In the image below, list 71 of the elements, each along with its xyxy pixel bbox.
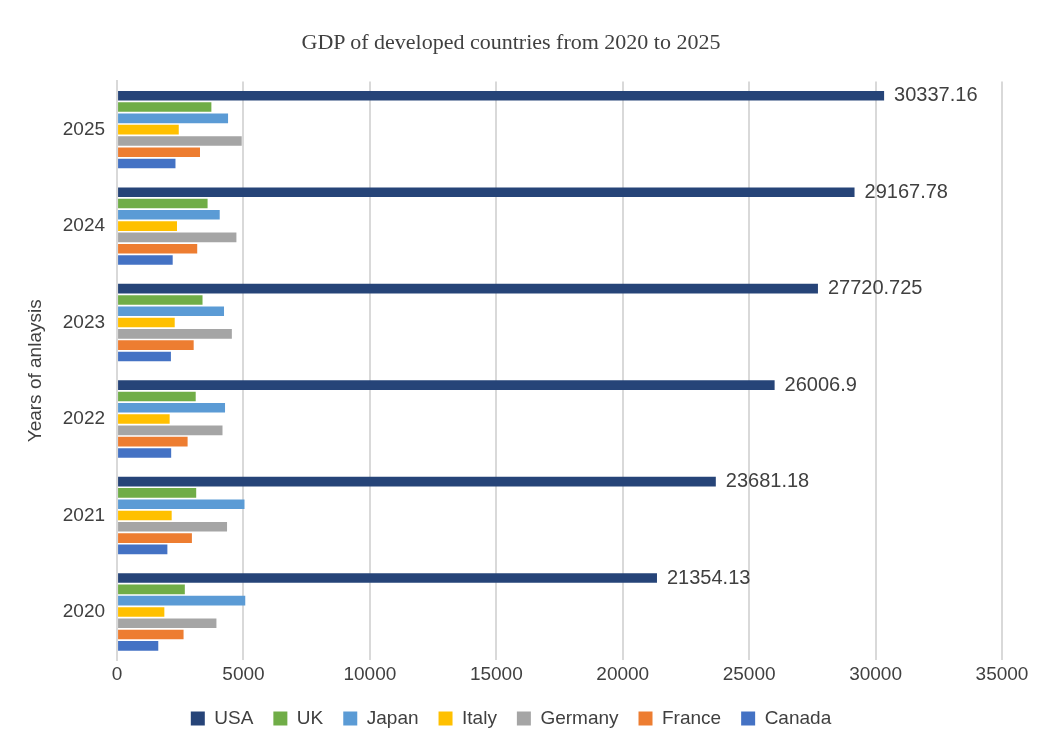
bar — [118, 283, 818, 294]
bar — [118, 351, 171, 362]
bar — [118, 436, 188, 447]
bar — [118, 221, 177, 231]
data-label: 21354.13 — [666, 565, 751, 588]
bar — [118, 488, 197, 498]
y-tick-label: 2024 — [62, 214, 106, 236]
x-tick-label: 0 — [111, 662, 123, 684]
bar — [118, 533, 192, 543]
bar — [118, 329, 232, 339]
x-tick-label: 15000 — [469, 662, 523, 684]
bar — [118, 629, 184, 640]
bar — [118, 618, 217, 629]
data-label: 26006.9 — [784, 372, 857, 395]
x-tick-label: 25000 — [722, 662, 776, 684]
bar — [118, 510, 172, 521]
bar — [118, 584, 185, 595]
bar — [118, 476, 716, 487]
data-label: 23681.18 — [725, 469, 810, 492]
legend-label: France — [662, 706, 722, 728]
bar — [118, 198, 208, 209]
bar — [118, 147, 200, 158]
legend-label: USA — [214, 706, 254, 728]
x-tick-label: 5000 — [222, 662, 265, 684]
bar — [118, 544, 168, 555]
bar — [118, 317, 175, 328]
bar — [118, 391, 196, 402]
x-tick-label: 10000 — [343, 662, 397, 684]
bar — [118, 499, 245, 509]
x-tick-label: 35000 — [975, 662, 1029, 684]
bar — [118, 136, 242, 146]
legend-label: Germany — [540, 706, 620, 728]
bar — [118, 113, 229, 124]
bar — [118, 448, 172, 458]
bar — [118, 595, 246, 606]
y-axis-title: Years of anlaysis — [23, 299, 45, 443]
bar — [118, 210, 220, 220]
y-tick-label: 2022 — [62, 407, 106, 429]
data-label: 27720.725 — [827, 276, 923, 299]
bar — [118, 306, 225, 317]
chart-title: GDP of developed countries from 2020 to 2025 — [301, 28, 721, 54]
bar — [118, 124, 179, 135]
bar — [118, 340, 194, 350]
y-tick-label: 2025 — [62, 117, 106, 139]
bar — [118, 425, 223, 436]
legend-label: Canada — [764, 706, 832, 728]
y-tick-label: 2020 — [62, 600, 106, 622]
legend-label: UK — [296, 706, 324, 728]
data-label: 30337.16 — [894, 83, 978, 106]
legend-label: Japan — [366, 706, 419, 728]
bar — [118, 243, 198, 254]
y-tick-label: 2023 — [62, 310, 106, 332]
x-tick-label: 30000 — [849, 662, 902, 684]
bar — [118, 402, 226, 413]
bar — [118, 607, 165, 617]
bar — [118, 90, 885, 101]
bar — [118, 522, 228, 532]
bar — [118, 295, 203, 305]
bar — [118, 641, 159, 651]
bar — [118, 102, 212, 112]
bar — [118, 255, 173, 265]
y-tick-label: 2021 — [62, 503, 106, 525]
bar — [118, 380, 775, 390]
bar — [118, 187, 855, 197]
data-label: 29167.78 — [864, 179, 948, 202]
bar — [118, 232, 237, 243]
bar — [118, 573, 657, 583]
bar — [118, 158, 176, 169]
legend-label: Italy — [462, 706, 498, 728]
bar — [118, 414, 170, 424]
x-tick-label: 20000 — [596, 662, 650, 684]
